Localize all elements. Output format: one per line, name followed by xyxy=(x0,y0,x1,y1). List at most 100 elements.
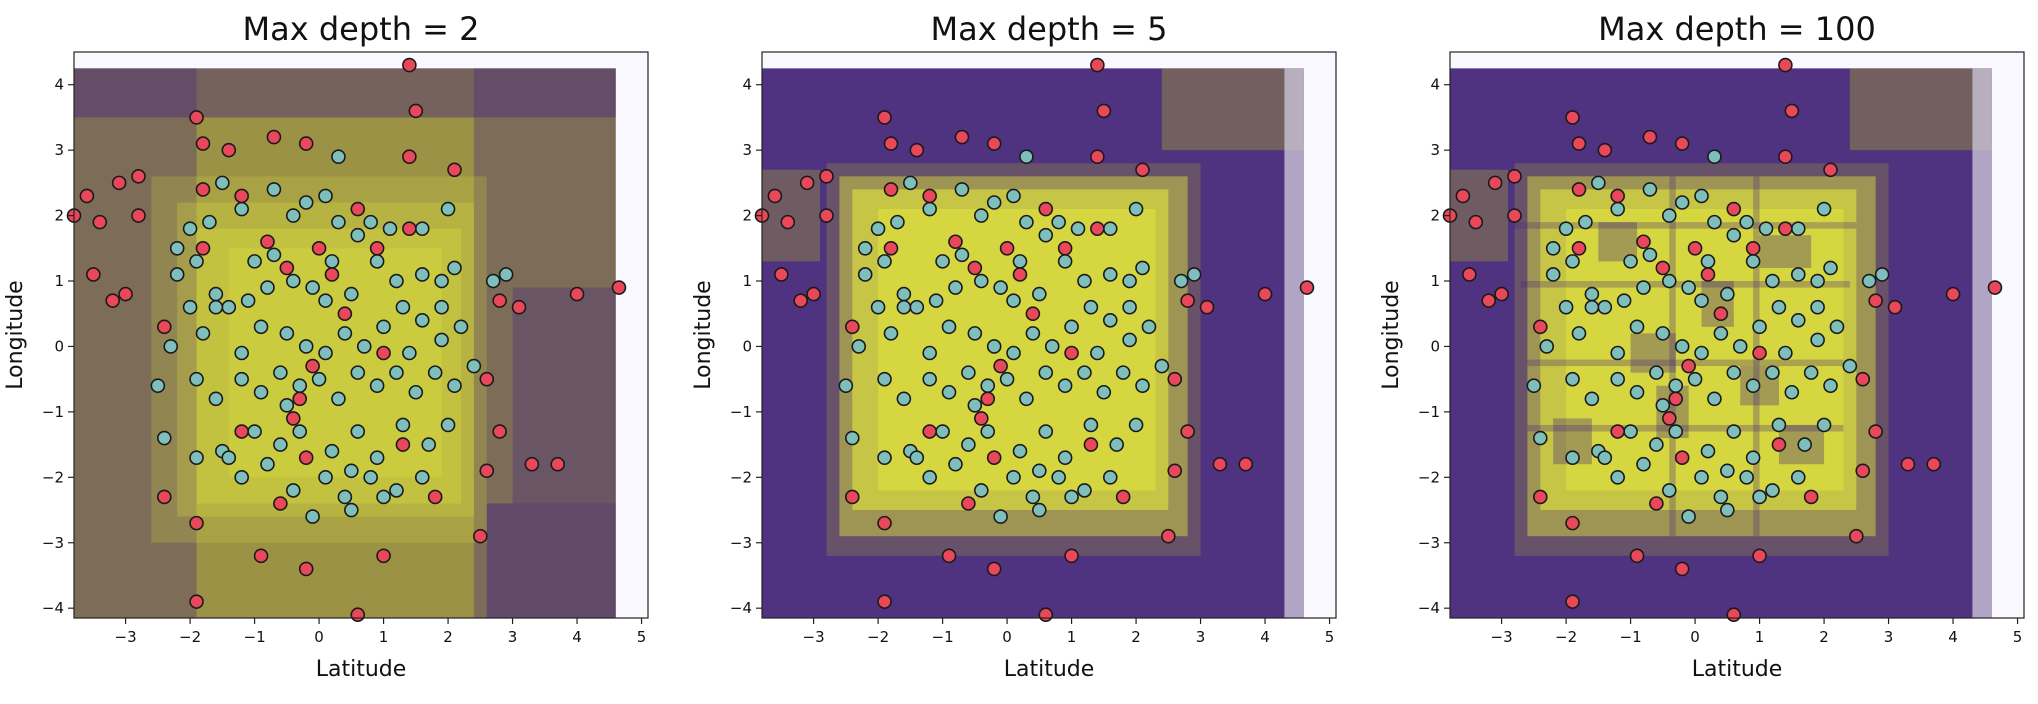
point-inner xyxy=(234,345,249,361)
point-inner xyxy=(1765,483,1780,498)
point-outer xyxy=(1778,221,1793,236)
point-inner xyxy=(1623,424,1638,439)
x-tick-label: 1 xyxy=(1755,628,1765,646)
x-tick-label: 4 xyxy=(572,628,582,646)
panel-2: −3 −2 −1 0 1 2 3 4 5 −4 −3 −2 −1 0 1 2 3 4 Max depth = 5 La… xyxy=(691,10,1337,682)
point-inner xyxy=(1771,299,1787,315)
point-inner xyxy=(1661,273,1677,289)
point-inner xyxy=(1115,365,1131,380)
point-outer xyxy=(1752,345,1767,361)
point-inner xyxy=(1816,201,1832,217)
panel-title: Max depth = 5 xyxy=(931,10,1168,48)
point-outer xyxy=(1012,267,1028,282)
point-outer xyxy=(1025,306,1041,322)
point-inner xyxy=(363,470,378,485)
point-outer xyxy=(1642,129,1658,145)
point-outer xyxy=(1945,286,1961,302)
point-inner xyxy=(1765,273,1780,289)
point-inner xyxy=(1597,299,1613,315)
point-inner xyxy=(285,483,301,498)
point-outer xyxy=(844,319,860,335)
point-inner xyxy=(1077,365,1092,380)
point-inner xyxy=(376,489,391,505)
point-outer xyxy=(1887,299,1903,315)
point-inner xyxy=(318,188,333,204)
y-tick-label: 3 xyxy=(1430,141,1440,159)
point-outer xyxy=(376,345,391,361)
point-outer xyxy=(402,221,417,236)
point-outer xyxy=(1212,456,1228,472)
point-outer xyxy=(253,548,269,564)
point-inner xyxy=(1096,384,1112,400)
point-inner xyxy=(402,345,417,361)
point-outer xyxy=(819,208,834,223)
point-outer xyxy=(131,169,146,184)
point-inner xyxy=(344,463,359,479)
point-inner xyxy=(1700,443,1716,459)
point-outer xyxy=(376,548,391,564)
y-tick-label: 3 xyxy=(54,141,64,159)
point-outer xyxy=(1135,162,1150,178)
point-outer xyxy=(1507,169,1522,184)
point-outer xyxy=(1090,149,1105,164)
point-outer xyxy=(1868,293,1883,308)
point-outer xyxy=(1784,103,1800,119)
point-inner xyxy=(1674,195,1690,210)
point-outer xyxy=(844,489,860,505)
y-tick-label: 4 xyxy=(1430,76,1440,94)
point-inner xyxy=(986,195,1002,210)
point-outer xyxy=(1868,424,1883,439)
point-inner xyxy=(973,483,989,498)
point-inner xyxy=(1006,188,1021,204)
y-tick-label: −3 xyxy=(42,534,64,552)
point-inner xyxy=(870,221,886,236)
point-inner xyxy=(1771,417,1787,433)
point-outer xyxy=(1494,286,1509,302)
point-inner xyxy=(1707,214,1722,230)
point-inner xyxy=(369,254,385,269)
point-inner xyxy=(1128,417,1144,433)
point-outer xyxy=(1481,293,1496,308)
point-outer xyxy=(337,306,353,322)
point-inner xyxy=(1790,221,1806,236)
point-inner xyxy=(1623,254,1638,269)
point-inner xyxy=(1083,299,1099,315)
point-inner xyxy=(1668,424,1684,439)
point-inner xyxy=(1726,424,1742,439)
point-inner xyxy=(896,286,912,302)
point-inner xyxy=(350,424,366,439)
point-outer xyxy=(350,201,366,217)
point-outer xyxy=(1778,149,1793,164)
point-outer xyxy=(1900,456,1916,472)
point-outer xyxy=(1700,267,1716,282)
point-outer xyxy=(1987,280,2003,295)
point-outer xyxy=(877,110,892,125)
point-inner xyxy=(279,326,295,341)
point-inner xyxy=(1752,489,1767,505)
x-tick-label: −1 xyxy=(1620,628,1642,646)
point-inner xyxy=(1810,299,1825,315)
point-inner xyxy=(1687,371,1703,387)
point-outer xyxy=(909,142,925,158)
point-inner xyxy=(1694,345,1709,361)
point-inner xyxy=(1616,293,1632,308)
point-inner xyxy=(253,319,269,335)
x-tick-label: 2 xyxy=(1819,628,1829,646)
point-inner xyxy=(1102,470,1118,485)
y-tick-label: −2 xyxy=(42,468,64,486)
point-inner xyxy=(369,378,385,394)
x-axis-label: Latitude xyxy=(316,657,407,682)
point-inner xyxy=(311,371,327,387)
point-inner xyxy=(414,267,430,282)
y-tick-label: 1 xyxy=(1430,272,1440,290)
point-inner xyxy=(1778,345,1793,361)
x-tick-label: 5 xyxy=(1325,628,1335,646)
point-outer xyxy=(1180,293,1195,308)
x-tick-label: −3 xyxy=(1491,628,1513,646)
point-outer xyxy=(780,214,796,230)
region-outer xyxy=(486,503,616,618)
region-edge xyxy=(762,52,1336,69)
point-inner xyxy=(234,371,249,387)
point-inner xyxy=(414,221,430,236)
x-tick-label: −2 xyxy=(867,628,889,646)
